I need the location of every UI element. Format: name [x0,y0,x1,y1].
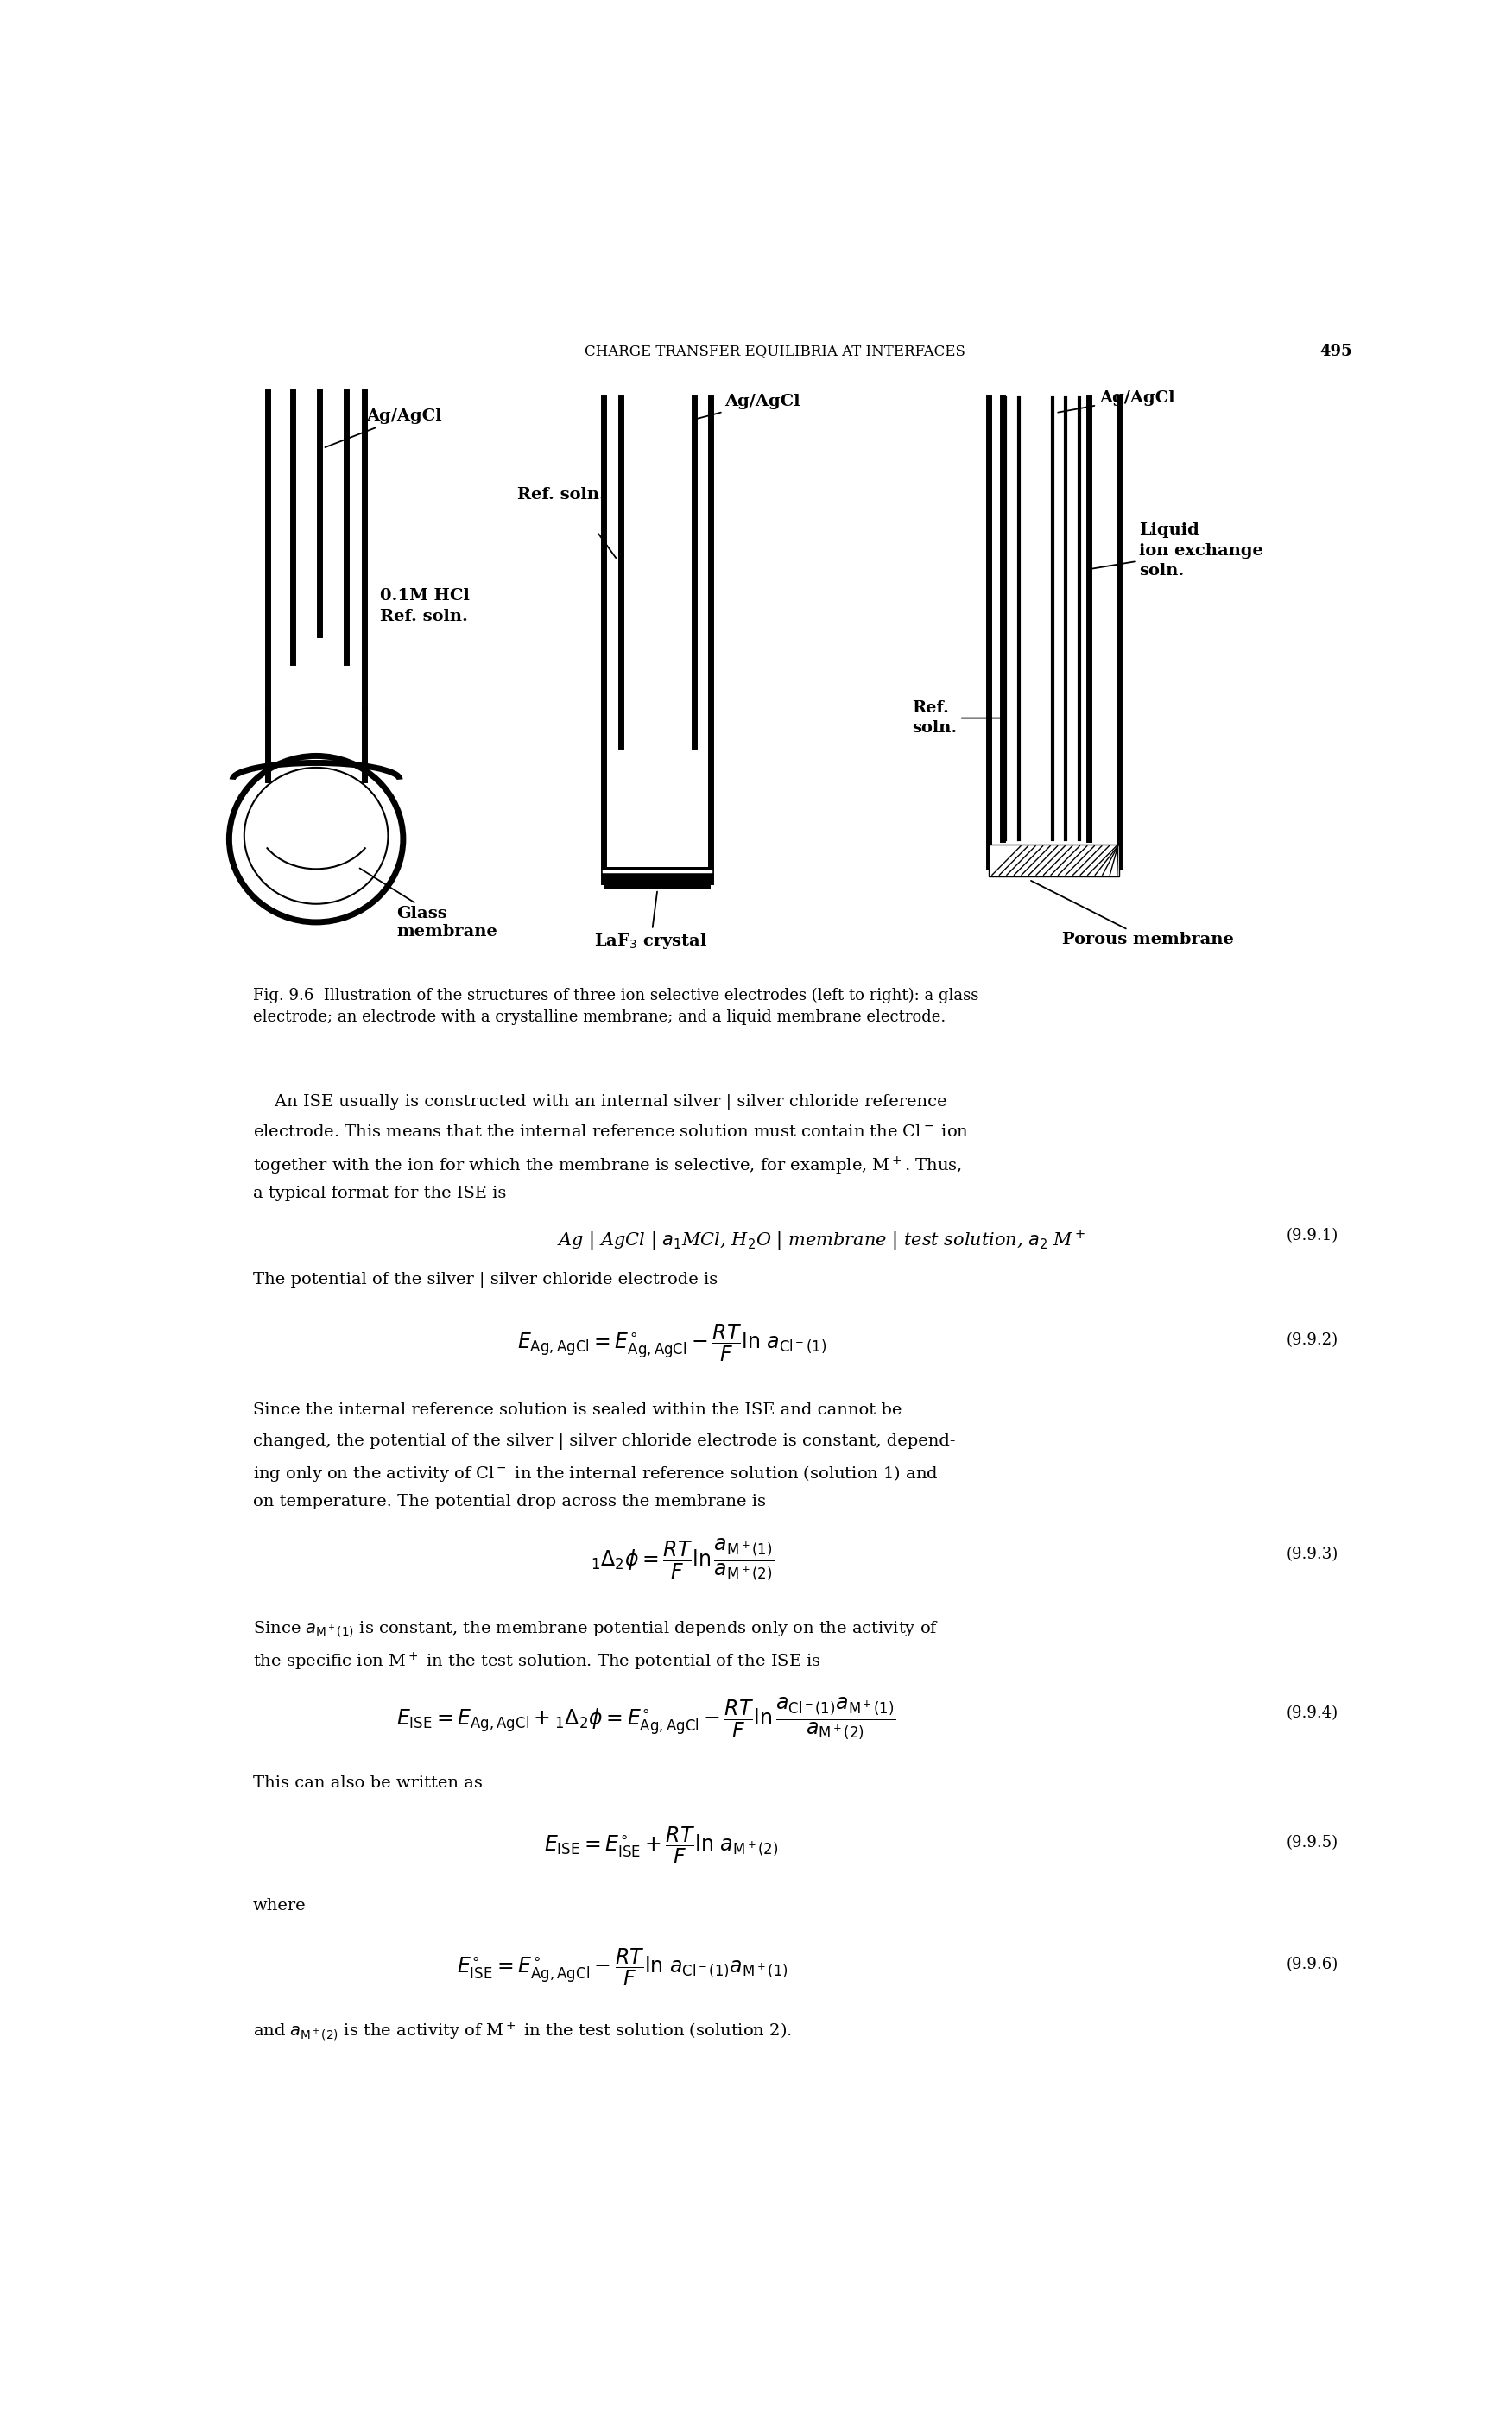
Text: $E_{\mathrm{Ag,AgCl}} = E^{\circ}_{\mathrm{Ag,AgCl}} - \dfrac{RT}{F} \ln\, a_{\m: $E_{\mathrm{Ag,AgCl}} = E^{\circ}_{\math… [517,1322,826,1363]
Text: This can also be written as: This can also be written as [253,1776,482,1791]
Text: where: where [253,1897,305,1914]
Text: 495: 495 [1320,343,1352,360]
Bar [989,844,1119,877]
Text: (9.9.2): (9.9.2) [1287,1332,1338,1349]
Text: Ag $|$ AgCl $|$ $a_1$MCl, H$_2$O $|$ membrane $|$ test solution, $a_2$ M$^+$: Ag $|$ AgCl $|$ $a_1$MCl, H$_2$O $|$ mem… [556,1228,1086,1252]
Text: electrode. This means that the internal reference solution must contain the Cl$^: electrode. This means that the internal … [253,1124,968,1141]
Text: (9.9.6): (9.9.6) [1287,1958,1338,1972]
Text: electrode; an electrode with a crystalline membrane; and a liquid membrane elect: electrode; an electrode with a crystalli… [253,1010,945,1025]
Text: Ag/AgCl: Ag/AgCl [692,394,800,421]
Text: $E_{\mathrm{ISE}} = E^{\circ}_{\mathrm{ISE}} + \dfrac{RT}{F} \ln\, a_{\mathrm{M^: $E_{\mathrm{ISE}} = E^{\circ}_{\mathrm{I… [544,1825,779,1866]
Text: ing only on the activity of Cl$^-$ in the internal reference solution (solution : ing only on the activity of Cl$^-$ in th… [253,1465,937,1484]
Text: (9.9.4): (9.9.4) [1287,1706,1338,1721]
Text: Ref. soln.: Ref. soln. [517,486,605,503]
Text: a typical format for the ISE is: a typical format for the ISE is [253,1187,507,1201]
Text: $E_{\mathrm{ISE}} = E_{\mathrm{Ag,AgCl}} +_1\Delta_2\phi = E^{\circ}_{\mathrm{Ag: $E_{\mathrm{ISE}} = E_{\mathrm{Ag,AgCl}}… [396,1697,897,1740]
Text: Fig. 9.6  Illustration of the structures of three ion selective electrodes (left: Fig. 9.6 Illustration of the structures … [253,989,978,1003]
Text: LaF$_3$ crystal: LaF$_3$ crystal [594,892,708,952]
Text: on temperature. The potential drop across the membrane is: on temperature. The potential drop acros… [253,1494,765,1511]
Text: 0.1M HCl
Ref. soln.: 0.1M HCl Ref. soln. [380,587,469,624]
Text: Since the internal reference solution is sealed within the ISE and cannot be: Since the internal reference solution is… [253,1402,901,1419]
Text: Glass
membrane: Glass membrane [360,868,497,940]
Text: Ag/AgCl: Ag/AgCl [1058,389,1175,413]
Text: Since $a_{\mathrm{M^+(1)}}$ is constant, the membrane potential depends only on : Since $a_{\mathrm{M^+(1)}}$ is constant,… [253,1619,939,1639]
Text: the specific ion M$^+$ in the test solution. The potential of the ISE is: the specific ion M$^+$ in the test solut… [253,1651,821,1673]
Text: Ref.
soln.: Ref. soln. [912,701,999,737]
Text: changed, the potential of the silver | silver chloride electrode is constant, de: changed, the potential of the silver | s… [253,1433,956,1450]
Text: The potential of the silver | silver chloride electrode is: The potential of the silver | silver chl… [253,1271,717,1288]
Text: Ag/AgCl: Ag/AgCl [325,408,442,447]
Text: (9.9.3): (9.9.3) [1287,1547,1338,1561]
Text: $_1\Delta_2\phi = \dfrac{RT}{F} \ln \dfrac{a_{\mathrm{M^+(1)}}}{a_{\mathrm{M^+(2: $_1\Delta_2\phi = \dfrac{RT}{F} \ln \dfr… [591,1537,774,1581]
Text: (9.9.1): (9.9.1) [1287,1228,1338,1245]
Text: Porous membrane: Porous membrane [1031,880,1234,947]
Text: together with the ion for which the membrane is selective, for example, M$^+$. T: together with the ion for which the memb… [253,1155,962,1177]
Text: and $a_{\mathrm{M^+(2)}}$ is the activity of M$^+$ in the test solution (solutio: and $a_{\mathrm{M^+(2)}}$ is the activit… [253,2021,791,2042]
Bar [603,868,711,877]
Text: $E^{\circ}_{\mathrm{ISE}} = E^{\circ}_{\mathrm{Ag,AgCl}} - \dfrac{RT}{F} \ln\, a: $E^{\circ}_{\mathrm{ISE}} = E^{\circ}_{\… [457,1948,788,1989]
Bar [603,877,711,889]
Text: Liquid
ion exchange
soln.: Liquid ion exchange soln. [1092,522,1264,578]
Text: CHARGE TRANSFER EQUILIBRIA AT INTERFACES: CHARGE TRANSFER EQUILIBRIA AT INTERFACES [584,343,965,358]
Text: (9.9.5): (9.9.5) [1287,1835,1338,1851]
Text: An ISE usually is constructed with an internal silver | silver chloride referenc: An ISE usually is constructed with an in… [253,1095,947,1109]
